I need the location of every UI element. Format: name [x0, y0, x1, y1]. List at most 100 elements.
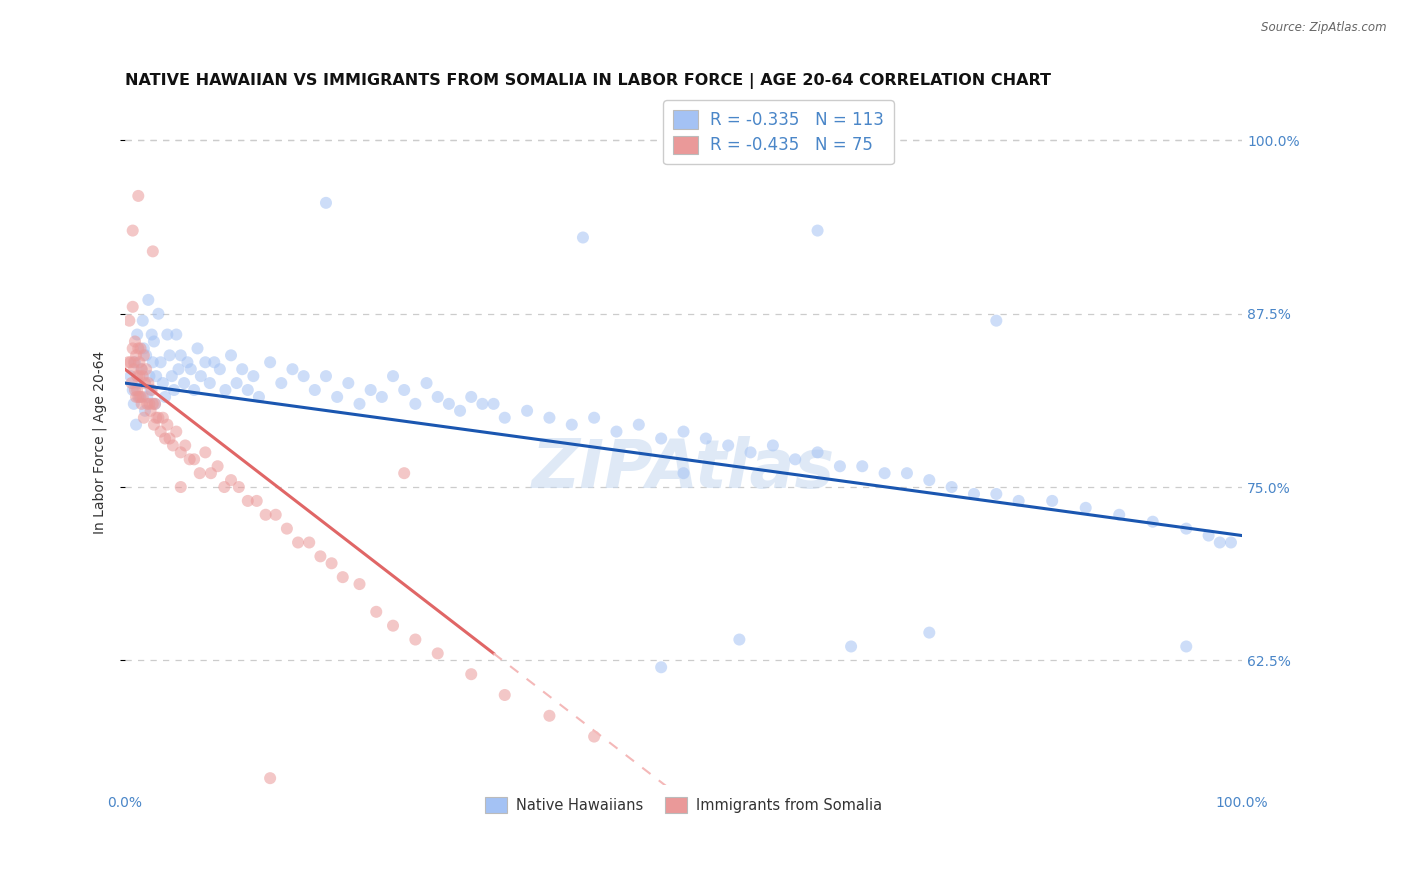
Point: [128, 369, 150, 384]
Point: [167, 362, 190, 376]
Point: [471, 397, 494, 411]
Point: [650, 660, 672, 674]
Point: [125, 390, 148, 404]
Point: [124, 383, 146, 397]
Point: [516, 404, 538, 418]
Point: [125, 348, 148, 362]
Point: [132, 410, 155, 425]
Point: [159, 348, 181, 362]
Point: [120, 355, 142, 369]
Point: [122, 355, 145, 369]
Point: [963, 487, 986, 501]
Point: [132, 390, 155, 404]
Point: [143, 397, 166, 411]
Point: [236, 494, 259, 508]
Point: [194, 355, 217, 369]
Point: [132, 369, 155, 384]
Point: [136, 397, 159, 411]
Point: [186, 342, 208, 356]
Point: [326, 390, 349, 404]
Point: [132, 348, 155, 362]
Point: [152, 376, 174, 390]
Point: [460, 390, 482, 404]
Point: [332, 570, 354, 584]
Point: [118, 314, 141, 328]
Point: [1198, 528, 1220, 542]
Point: [179, 452, 201, 467]
Point: [247, 390, 270, 404]
Point: [183, 383, 205, 397]
Point: [321, 556, 343, 570]
Text: 100.0%: 100.0%: [1216, 797, 1268, 810]
Point: [153, 432, 176, 446]
Point: [1219, 535, 1241, 549]
Point: [404, 632, 426, 647]
Point: [145, 410, 167, 425]
Point: [264, 508, 287, 522]
Point: [214, 480, 236, 494]
Point: [583, 410, 606, 425]
Point: [276, 522, 298, 536]
Point: [259, 355, 281, 369]
Point: [1175, 522, 1198, 536]
Point: [572, 230, 595, 244]
Point: [228, 480, 250, 494]
Point: [194, 445, 217, 459]
Point: [896, 466, 918, 480]
Point: [349, 397, 371, 411]
Point: [460, 667, 482, 681]
Point: [159, 432, 181, 446]
Point: [309, 549, 332, 564]
Point: [287, 535, 309, 549]
Text: ZIPAtlas: ZIPAtlas: [531, 436, 835, 502]
Point: [360, 383, 382, 397]
Point: [170, 445, 193, 459]
Point: [605, 425, 627, 439]
Point: [124, 355, 146, 369]
Point: [304, 383, 326, 397]
Point: [149, 355, 172, 369]
Point: [124, 334, 146, 349]
Point: [219, 348, 242, 362]
Point: [120, 369, 142, 384]
Point: [298, 535, 321, 549]
Point: [128, 390, 150, 404]
Point: [337, 376, 360, 390]
Point: [136, 390, 159, 404]
Point: [135, 362, 157, 376]
Point: [538, 410, 561, 425]
Point: [672, 425, 695, 439]
Point: [349, 577, 371, 591]
Point: [148, 307, 170, 321]
Point: [127, 376, 149, 390]
Point: [1175, 640, 1198, 654]
Point: [188, 466, 211, 480]
Text: NATIVE HAWAIIAN VS IMMIGRANTS FROM SOMALIA IN LABOR FORCE | AGE 20-64 CORRELATIO: NATIVE HAWAIIAN VS IMMIGRANTS FROM SOMAL…: [125, 73, 1050, 89]
Point: [650, 432, 672, 446]
Point: [828, 459, 851, 474]
Point: [382, 618, 405, 632]
Point: [225, 376, 247, 390]
Point: [494, 688, 516, 702]
Point: [292, 369, 315, 384]
Point: [129, 390, 152, 404]
Point: [139, 383, 162, 397]
Point: [270, 376, 292, 390]
Point: [494, 410, 516, 425]
Point: [121, 376, 143, 390]
Point: [117, 355, 139, 369]
Point: [174, 438, 197, 452]
Point: [190, 369, 212, 384]
Point: [404, 397, 426, 411]
Point: [437, 397, 460, 411]
Point: [695, 432, 717, 446]
Point: [1108, 508, 1130, 522]
Point: [1142, 515, 1164, 529]
Text: Source: ZipAtlas.com: Source: ZipAtlas.com: [1261, 21, 1386, 35]
Point: [141, 327, 163, 342]
Point: [170, 480, 193, 494]
Point: [839, 640, 862, 654]
Point: [219, 473, 242, 487]
Point: [200, 466, 222, 480]
Point: [138, 397, 160, 411]
